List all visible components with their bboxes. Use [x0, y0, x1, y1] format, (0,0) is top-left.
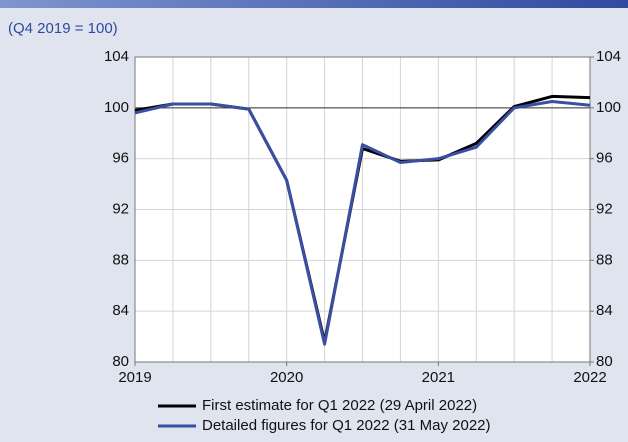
y-tick-label: 80 — [112, 353, 129, 370]
y-tick-label: 100 — [104, 99, 129, 116]
y-tick-label: 84 — [112, 302, 129, 319]
y2-tick-label: 104 — [596, 48, 621, 65]
y2-tick-label: 92 — [596, 200, 613, 217]
y-tick-label: 96 — [112, 150, 129, 167]
y2-tick-label: 100 — [596, 99, 621, 116]
y2-tick-label: 96 — [596, 150, 613, 167]
subtitle: (Q4 2019 = 100) — [8, 20, 118, 37]
y-tick-label: 104 — [104, 48, 129, 65]
series-line — [134, 99, 591, 346]
legend-label: Detailed figures for Q1 2022 (31 May 202… — [202, 417, 491, 434]
x-tick-label: 2020 — [270, 369, 303, 386]
y-tick-label: 88 — [112, 251, 129, 268]
x-tick-label: 2021 — [422, 369, 455, 386]
y2-tick-label: 80 — [596, 353, 613, 370]
y-tick-label: 92 — [112, 200, 129, 217]
top-bar — [0, 0, 628, 8]
legend-label: First estimate for Q1 2022 (29 April 202… — [202, 397, 477, 414]
plot-frame — [134, 56, 591, 363]
y2-tick-label: 84 — [596, 302, 613, 319]
x-tick-label: 2019 — [118, 369, 151, 386]
x-tick-label: 2022 — [573, 369, 606, 386]
y2-tick-label: 88 — [596, 251, 613, 268]
